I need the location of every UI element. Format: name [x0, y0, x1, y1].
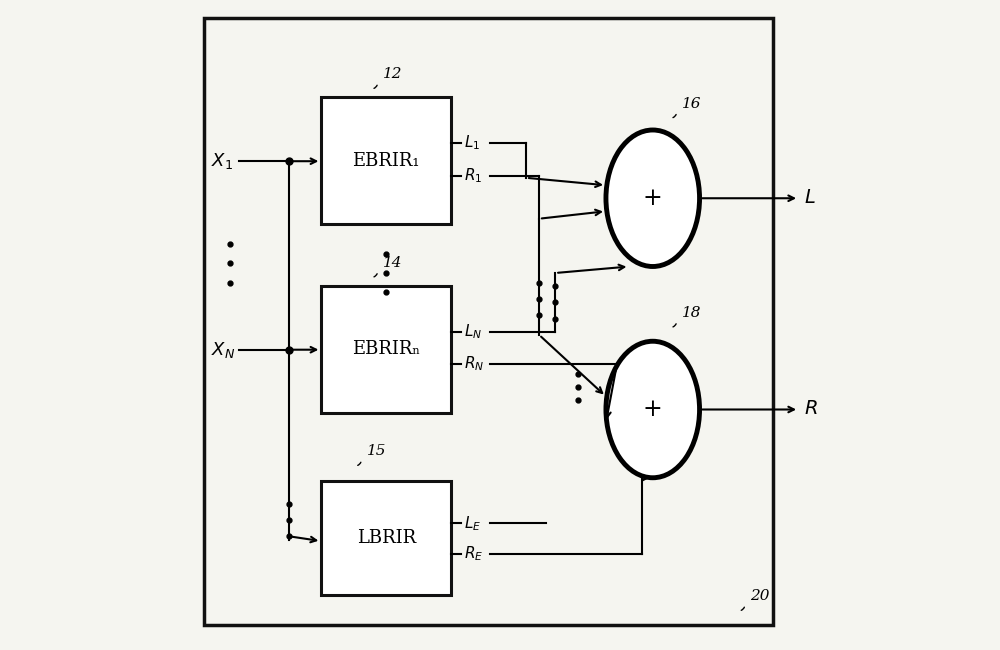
Text: +: +	[643, 187, 663, 210]
Text: +: +	[643, 398, 663, 421]
Text: $X_N$: $X_N$	[211, 340, 235, 359]
Text: EBRIRₙ: EBRIRₙ	[352, 341, 420, 358]
Text: $R_N$: $R_N$	[464, 355, 485, 373]
Text: $R_E$: $R_E$	[464, 545, 484, 563]
Text: $R$: $R$	[804, 400, 818, 419]
Text: $L_N$: $L_N$	[464, 322, 482, 341]
Text: $L$: $L$	[804, 189, 816, 207]
Text: EBRIR₁: EBRIR₁	[352, 152, 420, 170]
Text: $L_1$: $L_1$	[464, 134, 480, 152]
Ellipse shape	[606, 341, 700, 478]
Text: LBRIR: LBRIR	[357, 529, 416, 547]
Bar	[321, 98, 451, 224]
Text: 18: 18	[682, 306, 702, 320]
Bar	[321, 481, 451, 595]
Bar	[321, 286, 451, 413]
Text: 15: 15	[367, 444, 386, 458]
Text: 14: 14	[383, 255, 402, 270]
Ellipse shape	[606, 130, 700, 266]
Text: $X_1$: $X_1$	[211, 151, 233, 171]
Text: 20: 20	[750, 589, 770, 603]
Text: $R_1$: $R_1$	[464, 166, 483, 185]
Text: $L_E$: $L_E$	[464, 514, 481, 532]
Text: 16: 16	[682, 96, 702, 110]
Bar	[204, 18, 773, 625]
Text: 12: 12	[383, 67, 402, 81]
